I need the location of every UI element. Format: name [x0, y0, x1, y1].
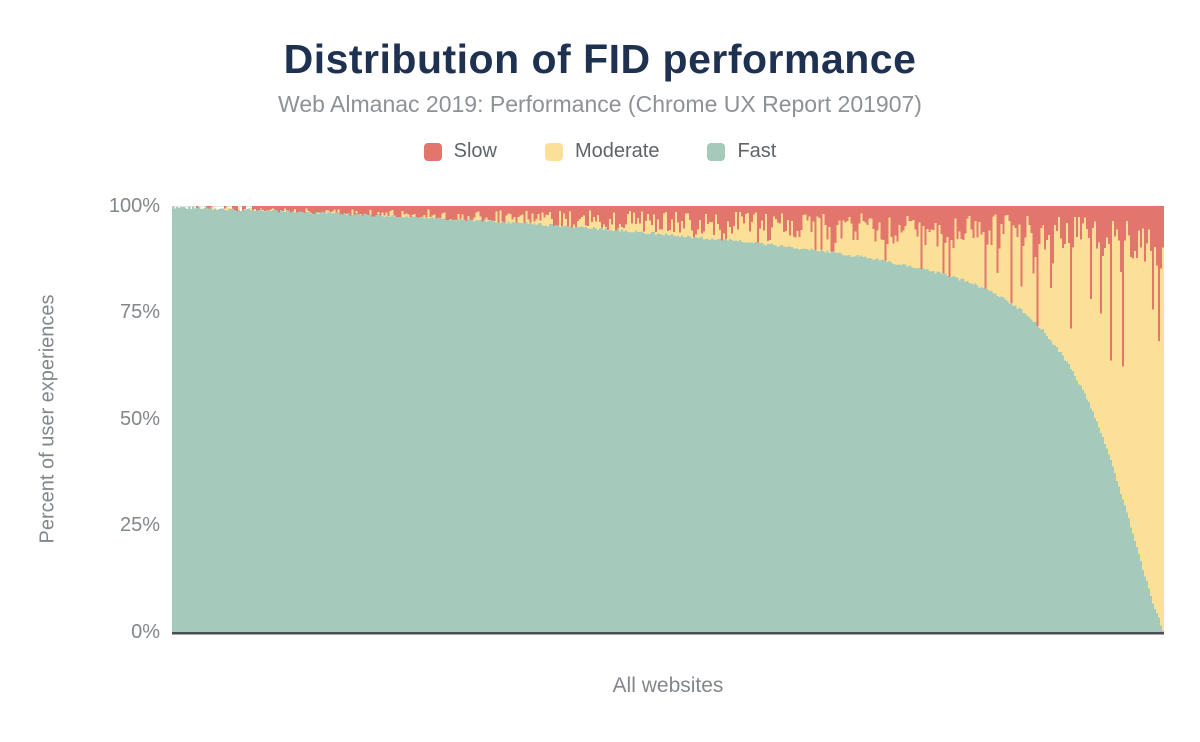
- legend-swatch-fast: [707, 142, 726, 161]
- legend-swatch-moderate: [544, 142, 563, 161]
- legend-item-fast[interactable]: Fast: [707, 140, 776, 163]
- legend-label-moderate: Moderate: [574, 140, 660, 162]
- y-tick-50: 50%: [119, 408, 160, 430]
- legend-item-moderate[interactable]: Moderate: [544, 140, 660, 163]
- y-axis-title: Percent of user experiences: [36, 294, 59, 544]
- x-axis-title: All websites: [612, 674, 724, 697]
- legend: Slow Moderate Fast: [0, 140, 1200, 163]
- y-tick-0: 0%: [131, 621, 160, 643]
- chart-subtitle: Web Almanac 2019: Performance (Chrome UX…: [278, 91, 922, 117]
- y-tick-75: 75%: [119, 301, 160, 323]
- legend-item-slow[interactable]: Slow: [423, 140, 497, 163]
- plot-svg[interactable]: [172, 206, 1164, 635]
- y-tick-25: 25%: [119, 514, 160, 536]
- legend-label-fast: Fast: [737, 140, 777, 162]
- legend-swatch-slow: [423, 142, 442, 161]
- y-tick-100: 100%: [108, 195, 160, 217]
- legend-label-slow: Slow: [453, 140, 497, 162]
- chart-title: Distribution of FID performance: [283, 36, 917, 82]
